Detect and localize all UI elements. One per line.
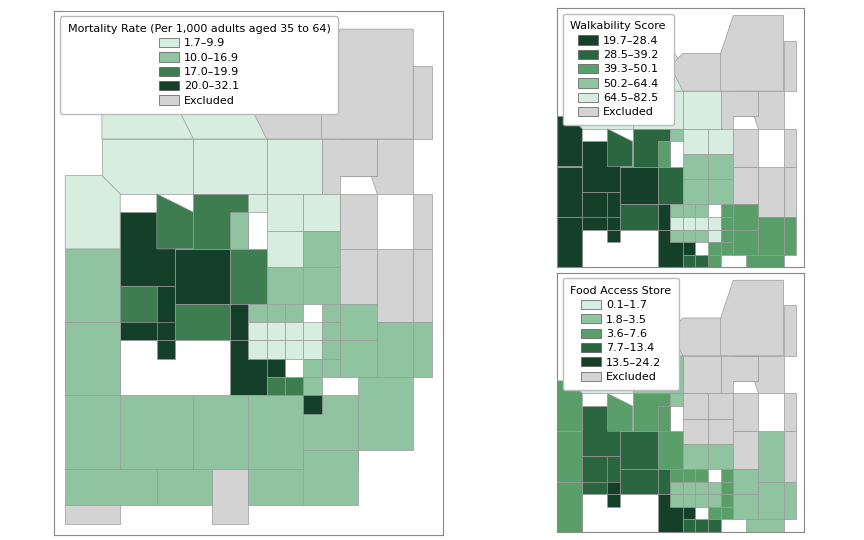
Legend: 0.1–1.7, 1.8–3.5, 3.6–7.6, 7.7–13.4, 13.5–24.2, Excluded: 0.1–1.7, 1.8–3.5, 3.6–7.6, 7.7–13.4, 13.…	[562, 278, 679, 390]
Legend: 1.7–9.9, 10.0–16.9, 17.0–19.9, 20.0–32.1, Excluded: 1.7–9.9, 10.0–16.9, 17.0–19.9, 20.0–32.1…	[60, 16, 338, 113]
Legend: 19.7–28.4, 28.5–39.2, 39.3–50.1, 50.2–64.4, 64.5–82.5, Excluded: 19.7–28.4, 28.5–39.2, 39.3–50.1, 50.2–64…	[562, 14, 674, 125]
